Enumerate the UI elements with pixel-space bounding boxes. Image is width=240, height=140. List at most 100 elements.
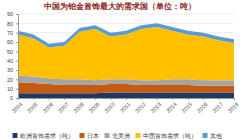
tick-mark xyxy=(234,98,235,100)
grid-line xyxy=(18,14,234,15)
tick: 2004 xyxy=(11,98,24,114)
tick-label: 2017 xyxy=(211,101,224,114)
tick-label: 70 xyxy=(7,30,13,36)
legend-label: 中国首饰需求（吨） xyxy=(143,133,197,140)
grid xyxy=(18,14,234,98)
title: 中国为铂金首饰最大的需求国（单位：吨） xyxy=(44,2,196,11)
legend: 欧洲首饰需求（吨） 日本 北美洲 中国首饰需求（吨） 其他 xyxy=(13,132,222,140)
legend-item: 其他 xyxy=(203,133,222,139)
tick: 0 xyxy=(10,95,18,101)
tick-label: 60 xyxy=(7,39,13,45)
tick: 2018 xyxy=(227,98,240,114)
axis-line xyxy=(16,15,19,99)
legend-swatch xyxy=(136,133,141,138)
legend-label: 日本 xyxy=(87,133,99,139)
legend-item: 中国首饰需求（吨） xyxy=(136,133,197,140)
tick-label: 40 xyxy=(7,58,13,64)
x-axis: 2004200520062007200820092010201120122013… xyxy=(11,98,240,114)
tick: 2005 xyxy=(26,98,39,114)
tick: 20 xyxy=(7,77,18,83)
tick: 50 xyxy=(7,49,18,55)
tick-mark xyxy=(157,98,158,100)
tick-label: 2005 xyxy=(26,101,39,114)
tick-label: 80 xyxy=(7,21,13,27)
tick: 30 xyxy=(7,67,18,73)
legend-item: 日本 xyxy=(80,133,99,139)
tick-mark xyxy=(18,98,19,100)
y-axis: 0 10 20 30 40 50 60 70 80 90 xyxy=(7,11,19,101)
tick-mark xyxy=(49,98,50,100)
tick-label: 2012 xyxy=(134,101,147,114)
tick-label: 90 xyxy=(7,11,13,17)
legend-item: 北美洲 xyxy=(105,132,130,139)
tick-mark xyxy=(80,98,81,100)
tick: 2013 xyxy=(149,98,162,114)
tick: 2011 xyxy=(119,98,132,114)
tick: 2010 xyxy=(103,98,116,114)
tick-label: 2018 xyxy=(227,101,240,114)
tick-mark xyxy=(16,79,18,80)
tick: 90 xyxy=(7,11,18,17)
tick-mark xyxy=(16,42,18,43)
tick-label: 10 xyxy=(7,86,13,92)
legend-label: 北美洲 xyxy=(112,132,130,139)
tick-mark xyxy=(172,98,173,100)
tick-mark xyxy=(64,98,65,100)
tick: 2006 xyxy=(41,98,54,114)
tick-mark xyxy=(126,98,127,100)
tick-label: 50 xyxy=(7,49,13,55)
tick-mark xyxy=(16,89,18,90)
legend-swatch xyxy=(203,133,208,138)
tick-mark xyxy=(188,98,189,100)
tick-mark xyxy=(141,98,142,100)
tick-mark xyxy=(111,98,112,100)
tick: 2016 xyxy=(196,98,209,114)
tick-label: 0 xyxy=(10,95,13,101)
tick: 10 xyxy=(7,86,18,92)
plot: 0102030405060708090200420052006200720082… xyxy=(7,11,240,114)
tick-mark xyxy=(219,98,220,100)
tick-label: 2008 xyxy=(72,101,85,114)
tick: 70 xyxy=(7,30,18,36)
legend-swatch xyxy=(105,133,110,138)
legend-label: 欧洲首饰需求（吨） xyxy=(20,133,74,140)
tick-mark xyxy=(16,70,18,71)
tick-label: 20 xyxy=(7,77,13,83)
grid-line xyxy=(18,23,234,24)
tick: 2009 xyxy=(88,98,101,114)
tick-mark xyxy=(16,23,18,24)
tick: 2017 xyxy=(211,98,224,114)
tick-label: 2006 xyxy=(41,101,54,114)
tick: 2014 xyxy=(165,98,178,114)
tick-label: 2014 xyxy=(165,101,178,114)
axis-line xyxy=(19,99,235,101)
areas xyxy=(18,23,234,98)
tick-label: 2004 xyxy=(11,101,24,114)
legend-swatch xyxy=(80,133,85,138)
tick: 80 xyxy=(7,21,18,27)
tick-label: 2013 xyxy=(149,101,162,114)
legend-item: 欧洲首饰需求（吨） xyxy=(13,133,74,140)
tick-mark xyxy=(33,98,34,100)
tick-label: 30 xyxy=(7,67,13,73)
tick-label: 2009 xyxy=(88,101,101,114)
tick: 2007 xyxy=(57,98,70,114)
legend-label: 其他 xyxy=(210,133,222,139)
tick-mark xyxy=(203,98,204,100)
tick-label: 2010 xyxy=(103,101,116,114)
tick-label: 2016 xyxy=(196,101,209,114)
area xyxy=(18,23,234,47)
tick: 40 xyxy=(7,58,18,64)
tick: 2008 xyxy=(72,98,85,114)
legend-swatch xyxy=(13,133,18,138)
tick-label: 2015 xyxy=(180,101,193,114)
tick-mark xyxy=(16,98,18,99)
tick: 60 xyxy=(7,39,18,45)
tick-mark xyxy=(95,98,96,100)
chart: 中国为铂金首饰最大的需求国（单位：吨） 0 10 20 30 40 50 60 70 80 90 20… xyxy=(0,0,240,140)
tick-mark xyxy=(16,61,18,62)
tick-mark xyxy=(16,14,18,15)
tick-label: 2011 xyxy=(119,101,132,114)
tick-mark xyxy=(16,33,18,34)
tick: 2015 xyxy=(180,98,193,114)
